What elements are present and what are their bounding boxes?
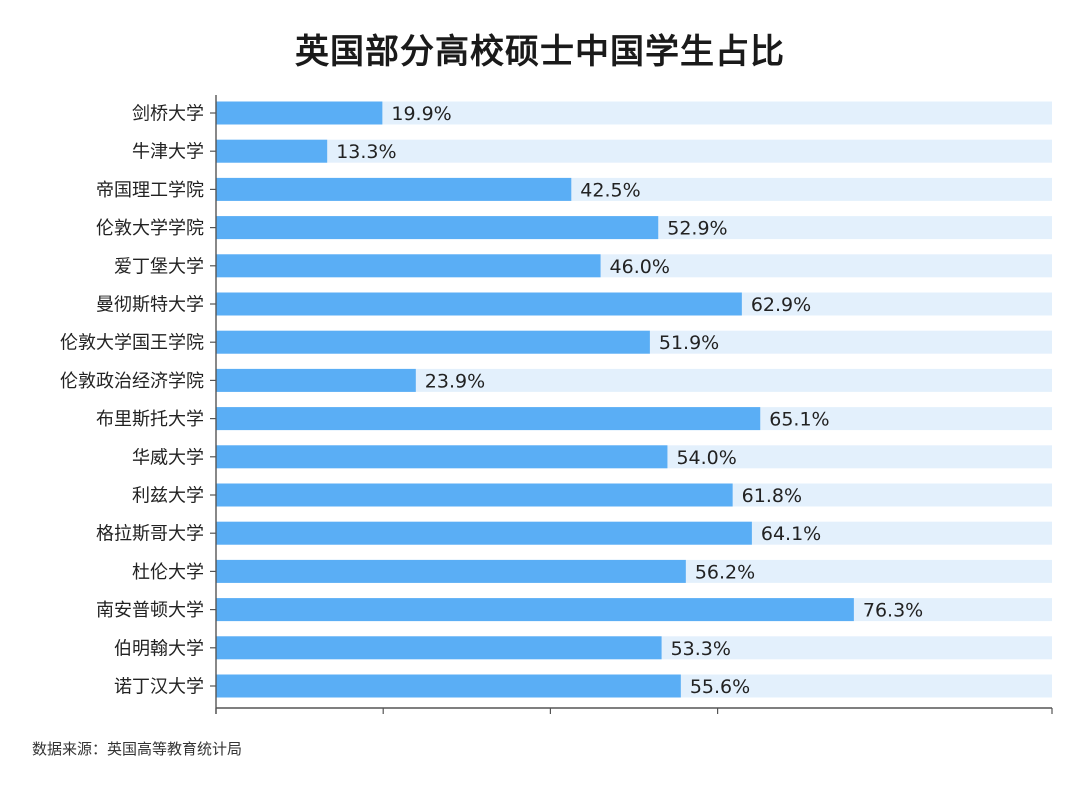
bar: [216, 598, 854, 622]
value-label: 19.9%: [391, 103, 451, 125]
category-label: 利兹大学: [132, 486, 204, 507]
chart-title: 英国部分高校硕士中国学生占比: [295, 32, 785, 72]
source-note: 数据来源：英国高等教育统计局: [32, 740, 243, 758]
value-label: 46.0%: [610, 256, 670, 278]
bar: [216, 330, 650, 354]
category-label: 曼彻斯特大学: [96, 295, 204, 316]
category-label: 杜伦大学: [132, 562, 204, 583]
value-label: 52.9%: [667, 218, 727, 240]
category-label: 帝国理工学院: [96, 180, 204, 201]
category-label: 伯明翰大学: [114, 638, 204, 659]
bar: [216, 636, 662, 660]
bar: [216, 139, 328, 163]
bar: [216, 674, 681, 698]
category-label: 南安普顿大学: [96, 600, 204, 621]
category-label: 伦敦政治经济学院: [60, 371, 204, 392]
bar: [216, 254, 601, 278]
bar-background: [216, 368, 1052, 392]
category-label: 伦敦大学学院: [96, 218, 204, 239]
value-label: 56.2%: [695, 561, 755, 583]
bar-background: [216, 139, 1052, 163]
value-label: 76.3%: [863, 600, 923, 622]
bar: [216, 559, 686, 583]
value-label: 13.3%: [336, 141, 396, 163]
bar: [216, 407, 761, 431]
value-label: 65.1%: [769, 409, 829, 431]
value-label: 64.1%: [761, 523, 821, 545]
category-label: 华威大学: [132, 447, 204, 468]
value-label: 53.3%: [671, 638, 731, 660]
bar: [216, 445, 668, 469]
bar: [216, 368, 416, 392]
category-label: 诺丁汉大学: [114, 677, 204, 698]
value-label: 51.9%: [659, 332, 719, 354]
value-label: 61.8%: [742, 485, 802, 507]
bar-background: [216, 101, 1052, 125]
value-label: 42.5%: [580, 179, 640, 201]
category-label: 布里斯托大学: [96, 409, 204, 430]
value-label: 54.0%: [676, 447, 736, 469]
category-label: 爱丁堡大学: [114, 256, 204, 277]
bar: [216, 216, 659, 240]
category-label: 牛津大学: [132, 142, 204, 163]
bar: [216, 521, 752, 545]
value-label: 23.9%: [425, 370, 485, 392]
value-label: 55.6%: [690, 676, 750, 698]
value-label: 62.9%: [751, 294, 811, 316]
bar: [216, 483, 733, 507]
bar: [216, 177, 572, 201]
bar: [216, 292, 742, 316]
category-label: 剑桥大学: [132, 104, 204, 125]
category-label: 伦敦大学国王学院: [60, 333, 204, 354]
category-label: 格拉斯哥大学: [96, 524, 204, 545]
bar: [216, 101, 383, 125]
